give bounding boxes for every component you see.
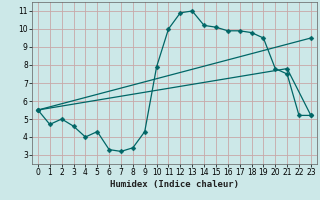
X-axis label: Humidex (Indice chaleur): Humidex (Indice chaleur): [110, 180, 239, 189]
